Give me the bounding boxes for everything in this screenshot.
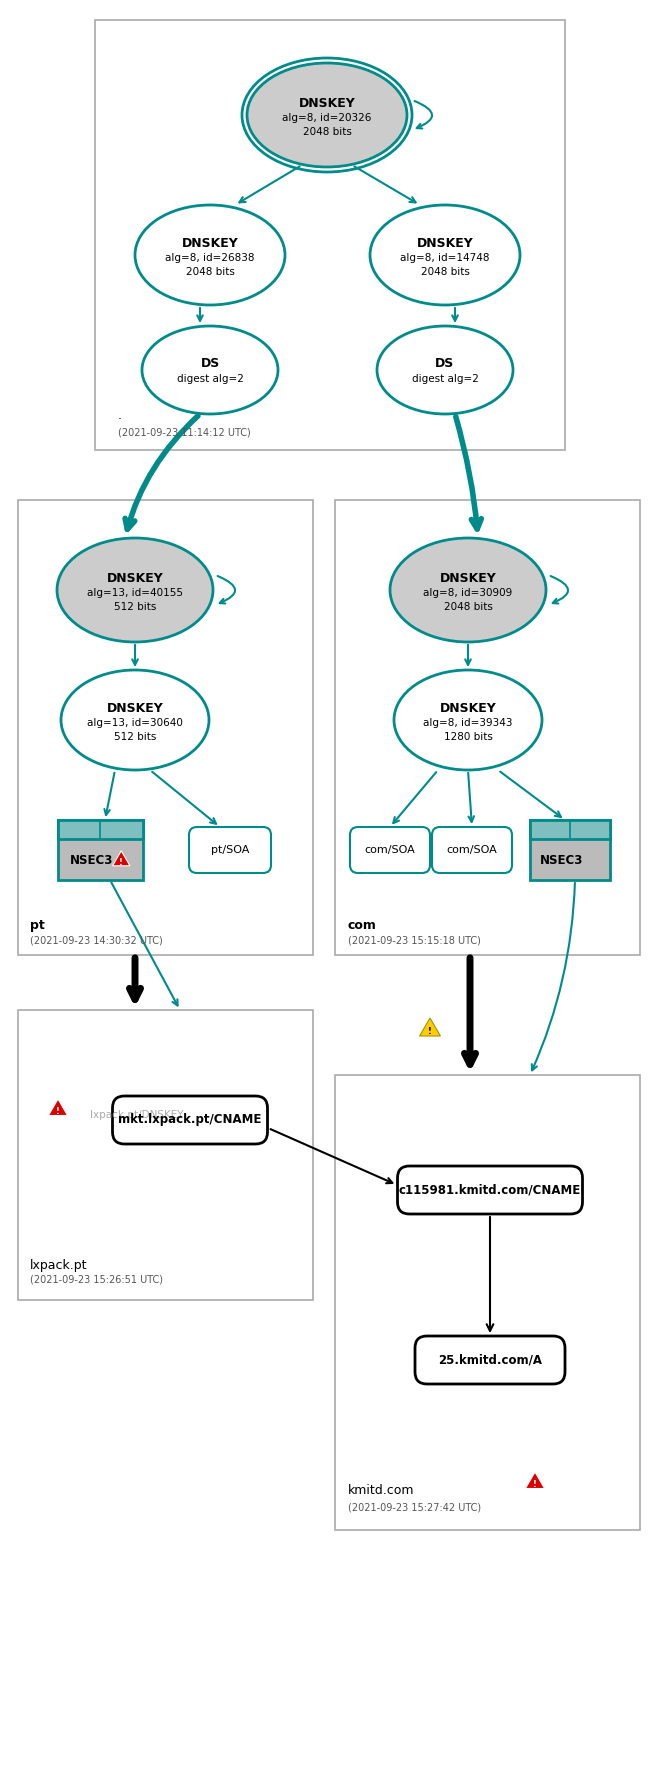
FancyBboxPatch shape xyxy=(415,1335,565,1383)
Text: DNSKEY: DNSKEY xyxy=(416,237,473,250)
Text: DS: DS xyxy=(436,356,455,370)
Ellipse shape xyxy=(390,538,546,643)
Polygon shape xyxy=(525,1472,544,1488)
Polygon shape xyxy=(48,1100,68,1116)
Text: alg=8, id=14748: alg=8, id=14748 xyxy=(400,253,490,264)
Text: lxpack.pt: lxpack.pt xyxy=(30,1259,88,1272)
Text: digest alg=2: digest alg=2 xyxy=(177,374,243,384)
Ellipse shape xyxy=(135,205,285,305)
Ellipse shape xyxy=(142,326,278,414)
Text: mkt.lxpack.pt/CNAME: mkt.lxpack.pt/CNAME xyxy=(119,1114,262,1126)
Ellipse shape xyxy=(377,326,513,414)
Text: (2021-09-23 15:15:18 UTC): (2021-09-23 15:15:18 UTC) xyxy=(348,935,481,946)
Text: DNSKEY: DNSKEY xyxy=(440,701,496,714)
Text: 2048 bits: 2048 bits xyxy=(420,267,469,276)
Text: .: . xyxy=(118,409,122,421)
Text: alg=13, id=30640: alg=13, id=30640 xyxy=(87,717,183,728)
FancyBboxPatch shape xyxy=(397,1165,583,1213)
Text: digest alg=2: digest alg=2 xyxy=(412,374,478,384)
Text: NSEC3: NSEC3 xyxy=(540,854,584,868)
Text: kmitd.com: kmitd.com xyxy=(348,1484,415,1496)
Text: DNSKEY: DNSKEY xyxy=(107,572,163,584)
FancyBboxPatch shape xyxy=(113,1096,268,1144)
FancyBboxPatch shape xyxy=(189,827,271,873)
Text: 2048 bits: 2048 bits xyxy=(302,128,351,136)
Bar xyxy=(57,820,142,880)
Text: alg=8, id=20326: alg=8, id=20326 xyxy=(282,113,372,122)
Bar xyxy=(335,1075,640,1530)
Text: !: ! xyxy=(428,1027,432,1036)
Text: pt: pt xyxy=(30,919,45,932)
Bar xyxy=(95,19,565,450)
Text: 25.kmitd.com/A: 25.kmitd.com/A xyxy=(438,1353,542,1367)
Text: com/SOA: com/SOA xyxy=(447,845,498,855)
Text: NSEC3: NSEC3 xyxy=(70,854,113,868)
Text: DNSKEY: DNSKEY xyxy=(107,701,163,714)
FancyBboxPatch shape xyxy=(350,827,430,873)
Text: DNSKEY: DNSKEY xyxy=(299,96,355,110)
Text: (2021-09-23 14:30:32 UTC): (2021-09-23 14:30:32 UTC) xyxy=(30,935,163,946)
Bar xyxy=(18,1009,313,1300)
Text: 1280 bits: 1280 bits xyxy=(444,731,492,742)
Text: alg=8, id=30909: alg=8, id=30909 xyxy=(423,588,513,599)
Bar xyxy=(530,820,610,839)
Text: DNSKEY: DNSKEY xyxy=(440,572,496,584)
Text: alg=8, id=39343: alg=8, id=39343 xyxy=(423,717,513,728)
Text: lxpack.pt/DNSKEY: lxpack.pt/DNSKEY xyxy=(90,1110,183,1119)
Text: 512 bits: 512 bits xyxy=(114,731,156,742)
Bar xyxy=(18,499,313,955)
Text: (2021-09-23 15:26:51 UTC): (2021-09-23 15:26:51 UTC) xyxy=(30,1275,163,1286)
Ellipse shape xyxy=(394,669,542,770)
Text: 512 bits: 512 bits xyxy=(114,602,156,613)
Ellipse shape xyxy=(61,669,209,770)
Text: 2048 bits: 2048 bits xyxy=(186,267,235,276)
Text: 2048 bits: 2048 bits xyxy=(444,602,492,613)
Text: c115981.kmitd.com/CNAME: c115981.kmitd.com/CNAME xyxy=(399,1183,581,1197)
Text: !: ! xyxy=(119,857,123,866)
Text: DNSKEY: DNSKEY xyxy=(182,237,239,250)
Text: pt/SOA: pt/SOA xyxy=(211,845,249,855)
Bar xyxy=(335,499,640,955)
Ellipse shape xyxy=(247,64,407,166)
Text: DS: DS xyxy=(200,356,219,370)
Text: (2021-09-23 11:14:12 UTC): (2021-09-23 11:14:12 UTC) xyxy=(118,427,251,437)
Bar xyxy=(530,820,610,880)
FancyBboxPatch shape xyxy=(432,827,512,873)
Text: com/SOA: com/SOA xyxy=(364,845,415,855)
Text: !: ! xyxy=(533,1481,537,1489)
Text: com: com xyxy=(348,919,377,932)
Text: !: ! xyxy=(56,1107,60,1116)
Ellipse shape xyxy=(57,538,213,643)
Text: alg=8, id=26838: alg=8, id=26838 xyxy=(165,253,255,264)
Polygon shape xyxy=(113,850,130,866)
Text: alg=13, id=40155: alg=13, id=40155 xyxy=(87,588,183,599)
Polygon shape xyxy=(420,1018,440,1036)
Text: (2021-09-23 15:27:42 UTC): (2021-09-23 15:27:42 UTC) xyxy=(348,1502,481,1512)
Bar xyxy=(57,820,142,839)
Ellipse shape xyxy=(370,205,520,305)
